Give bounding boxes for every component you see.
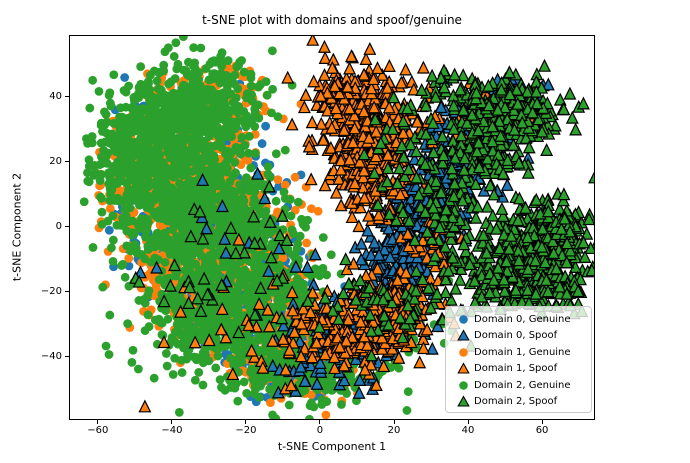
- y-tick-label: −20: [40, 285, 62, 297]
- legend: Domain 0, Genuine Domain 0, Spoof Domain 1…: [445, 306, 592, 413]
- x-tick-label: −40: [161, 425, 183, 436]
- x-tick-mark: [393, 420, 395, 424]
- x-tick-label: 0: [316, 425, 324, 436]
- x-tick-label: −20: [235, 425, 257, 436]
- x-tick-mark: [97, 420, 99, 424]
- x-tick-mark: [467, 420, 469, 424]
- y-tick-mark: [65, 226, 69, 228]
- x-tick-mark: [319, 420, 321, 424]
- y-tick-mark: [65, 161, 69, 163]
- legend-circle-marker-icon: [452, 346, 474, 359]
- legend-circle-marker-icon: [452, 313, 474, 326]
- legend-item-label: Domain 1, Spoof: [474, 363, 558, 375]
- legend-item: Domain 1, Spoof: [452, 361, 585, 378]
- chart-title: t-SNE plot with domains and spoof/genuin…: [202, 13, 462, 27]
- legend-item-label: Domain 2, Spoof: [474, 396, 558, 408]
- legend-item: Domain 0, Genuine: [452, 311, 585, 328]
- x-tick-label: 60: [535, 425, 549, 436]
- y-tick-label: −40: [40, 350, 62, 362]
- legend-triangle-marker-icon: [452, 329, 474, 342]
- y-tick-mark: [65, 96, 69, 97]
- x-tick-mark: [541, 420, 543, 424]
- y-tick-label: 0: [55, 220, 62, 232]
- y-tick-mark: [65, 291, 69, 293]
- legend-circle-marker-icon: [452, 379, 474, 392]
- legend-item-label: Domain 0, Spoof: [474, 330, 558, 342]
- legend-item: Domain 2, Spoof: [452, 394, 585, 411]
- y-tick-mark: [65, 356, 69, 358]
- x-tick-label: 20: [387, 425, 401, 436]
- legend-item: Domain 0, Spoof: [452, 328, 585, 345]
- legend-triangle-marker-icon: [452, 362, 474, 375]
- x-tick-mark: [245, 420, 247, 424]
- legend-item: Domain 2, Genuine: [452, 377, 585, 394]
- y-tick-label: 20: [49, 155, 62, 167]
- legend-item-label: Domain 0, Genuine: [474, 313, 571, 325]
- legend-item: Domain 1, Genuine: [452, 344, 585, 361]
- x-axis-label: t-SNE Component 1: [277, 440, 387, 453]
- legend-triangle-marker-icon: [452, 395, 474, 408]
- legend-item-label: Domain 2, Genuine: [474, 379, 571, 391]
- x-tick-label: 40: [461, 425, 475, 436]
- y-tick-label: 40: [49, 90, 62, 102]
- x-tick-mark: [171, 420, 173, 424]
- x-tick-label: −60: [87, 425, 109, 436]
- legend-item-label: Domain 1, Genuine: [474, 346, 571, 358]
